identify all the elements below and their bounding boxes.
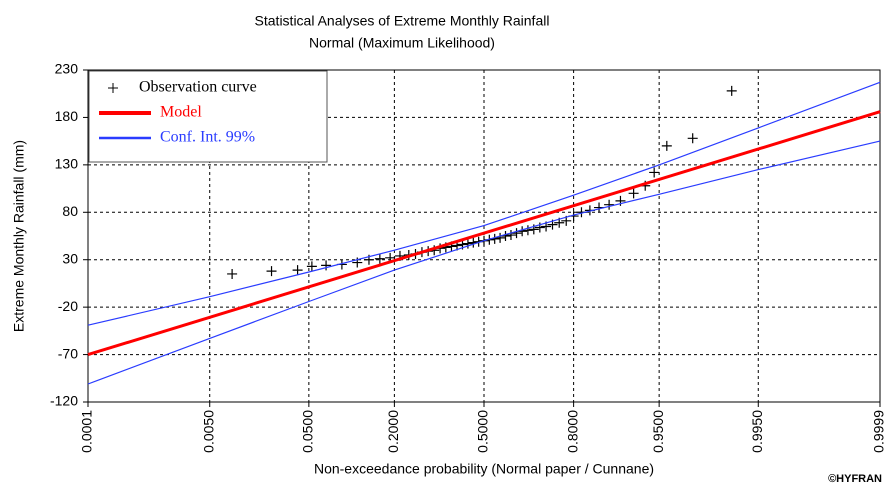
legend-label: Model [160, 104, 202, 121]
observation-point [687, 133, 698, 144]
observation-point [505, 230, 516, 241]
observation-point [321, 260, 332, 271]
x-tick-label: 0.8000 [564, 410, 580, 453]
observation-point [604, 199, 615, 210]
x-axis-label: Non-exceedance probability (Normal paper… [314, 461, 654, 477]
credit: ©HYFRAN [828, 473, 882, 485]
ci-lower [87, 140, 881, 385]
chart-title: Statistical Analyses of Extreme Monthly … [255, 13, 550, 29]
legend-box [88, 70, 328, 163]
legend-label: Conf. Int. 99% [160, 129, 255, 146]
x-tick-label: 0.0050 [200, 410, 216, 453]
y-tick-label: 130 [55, 156, 79, 172]
observation-point [726, 85, 737, 96]
observation-point [227, 268, 238, 279]
ci-upper [87, 81, 881, 326]
x-tick-label: 0.0001 [79, 410, 95, 453]
observation-point [522, 225, 533, 236]
observation-point [628, 188, 639, 199]
x-tick-label: 0.9999 [871, 410, 887, 453]
y-tick-label: 80 [62, 203, 78, 219]
y-tick-label: 180 [55, 108, 79, 124]
observation-point [495, 232, 506, 243]
legend-label: Observation curve [139, 79, 257, 96]
y-tick-label: 30 [62, 250, 78, 266]
model-line [87, 110, 881, 357]
observation-point [374, 253, 385, 264]
observation-point [462, 238, 473, 249]
observation-point [661, 140, 672, 151]
x-tick-label: 0.9950 [749, 410, 765, 453]
legend-marker [108, 83, 118, 93]
observation-point [649, 167, 660, 178]
x-tick-label: 0.5000 [475, 410, 491, 453]
y-tick-label: -70 [58, 345, 78, 361]
observation-point [292, 265, 303, 276]
y-tick-label: -120 [50, 393, 78, 409]
observation-point [306, 261, 317, 272]
y-tick-label: -20 [58, 298, 78, 314]
plot-frame [87, 69, 881, 403]
chart-subtitle: Normal (Maximum Likelihood) [309, 35, 495, 51]
y-tick-label: 230 [55, 61, 79, 77]
observation-point [266, 266, 277, 277]
observation-point [511, 228, 522, 239]
x-tick-label: 0.2000 [385, 410, 401, 453]
x-tick-label: 0.9500 [650, 410, 666, 453]
y-axis-label: Extreme Monthly Rainfall (mm) [11, 140, 27, 332]
x-tick-label: 0.0500 [300, 410, 316, 453]
